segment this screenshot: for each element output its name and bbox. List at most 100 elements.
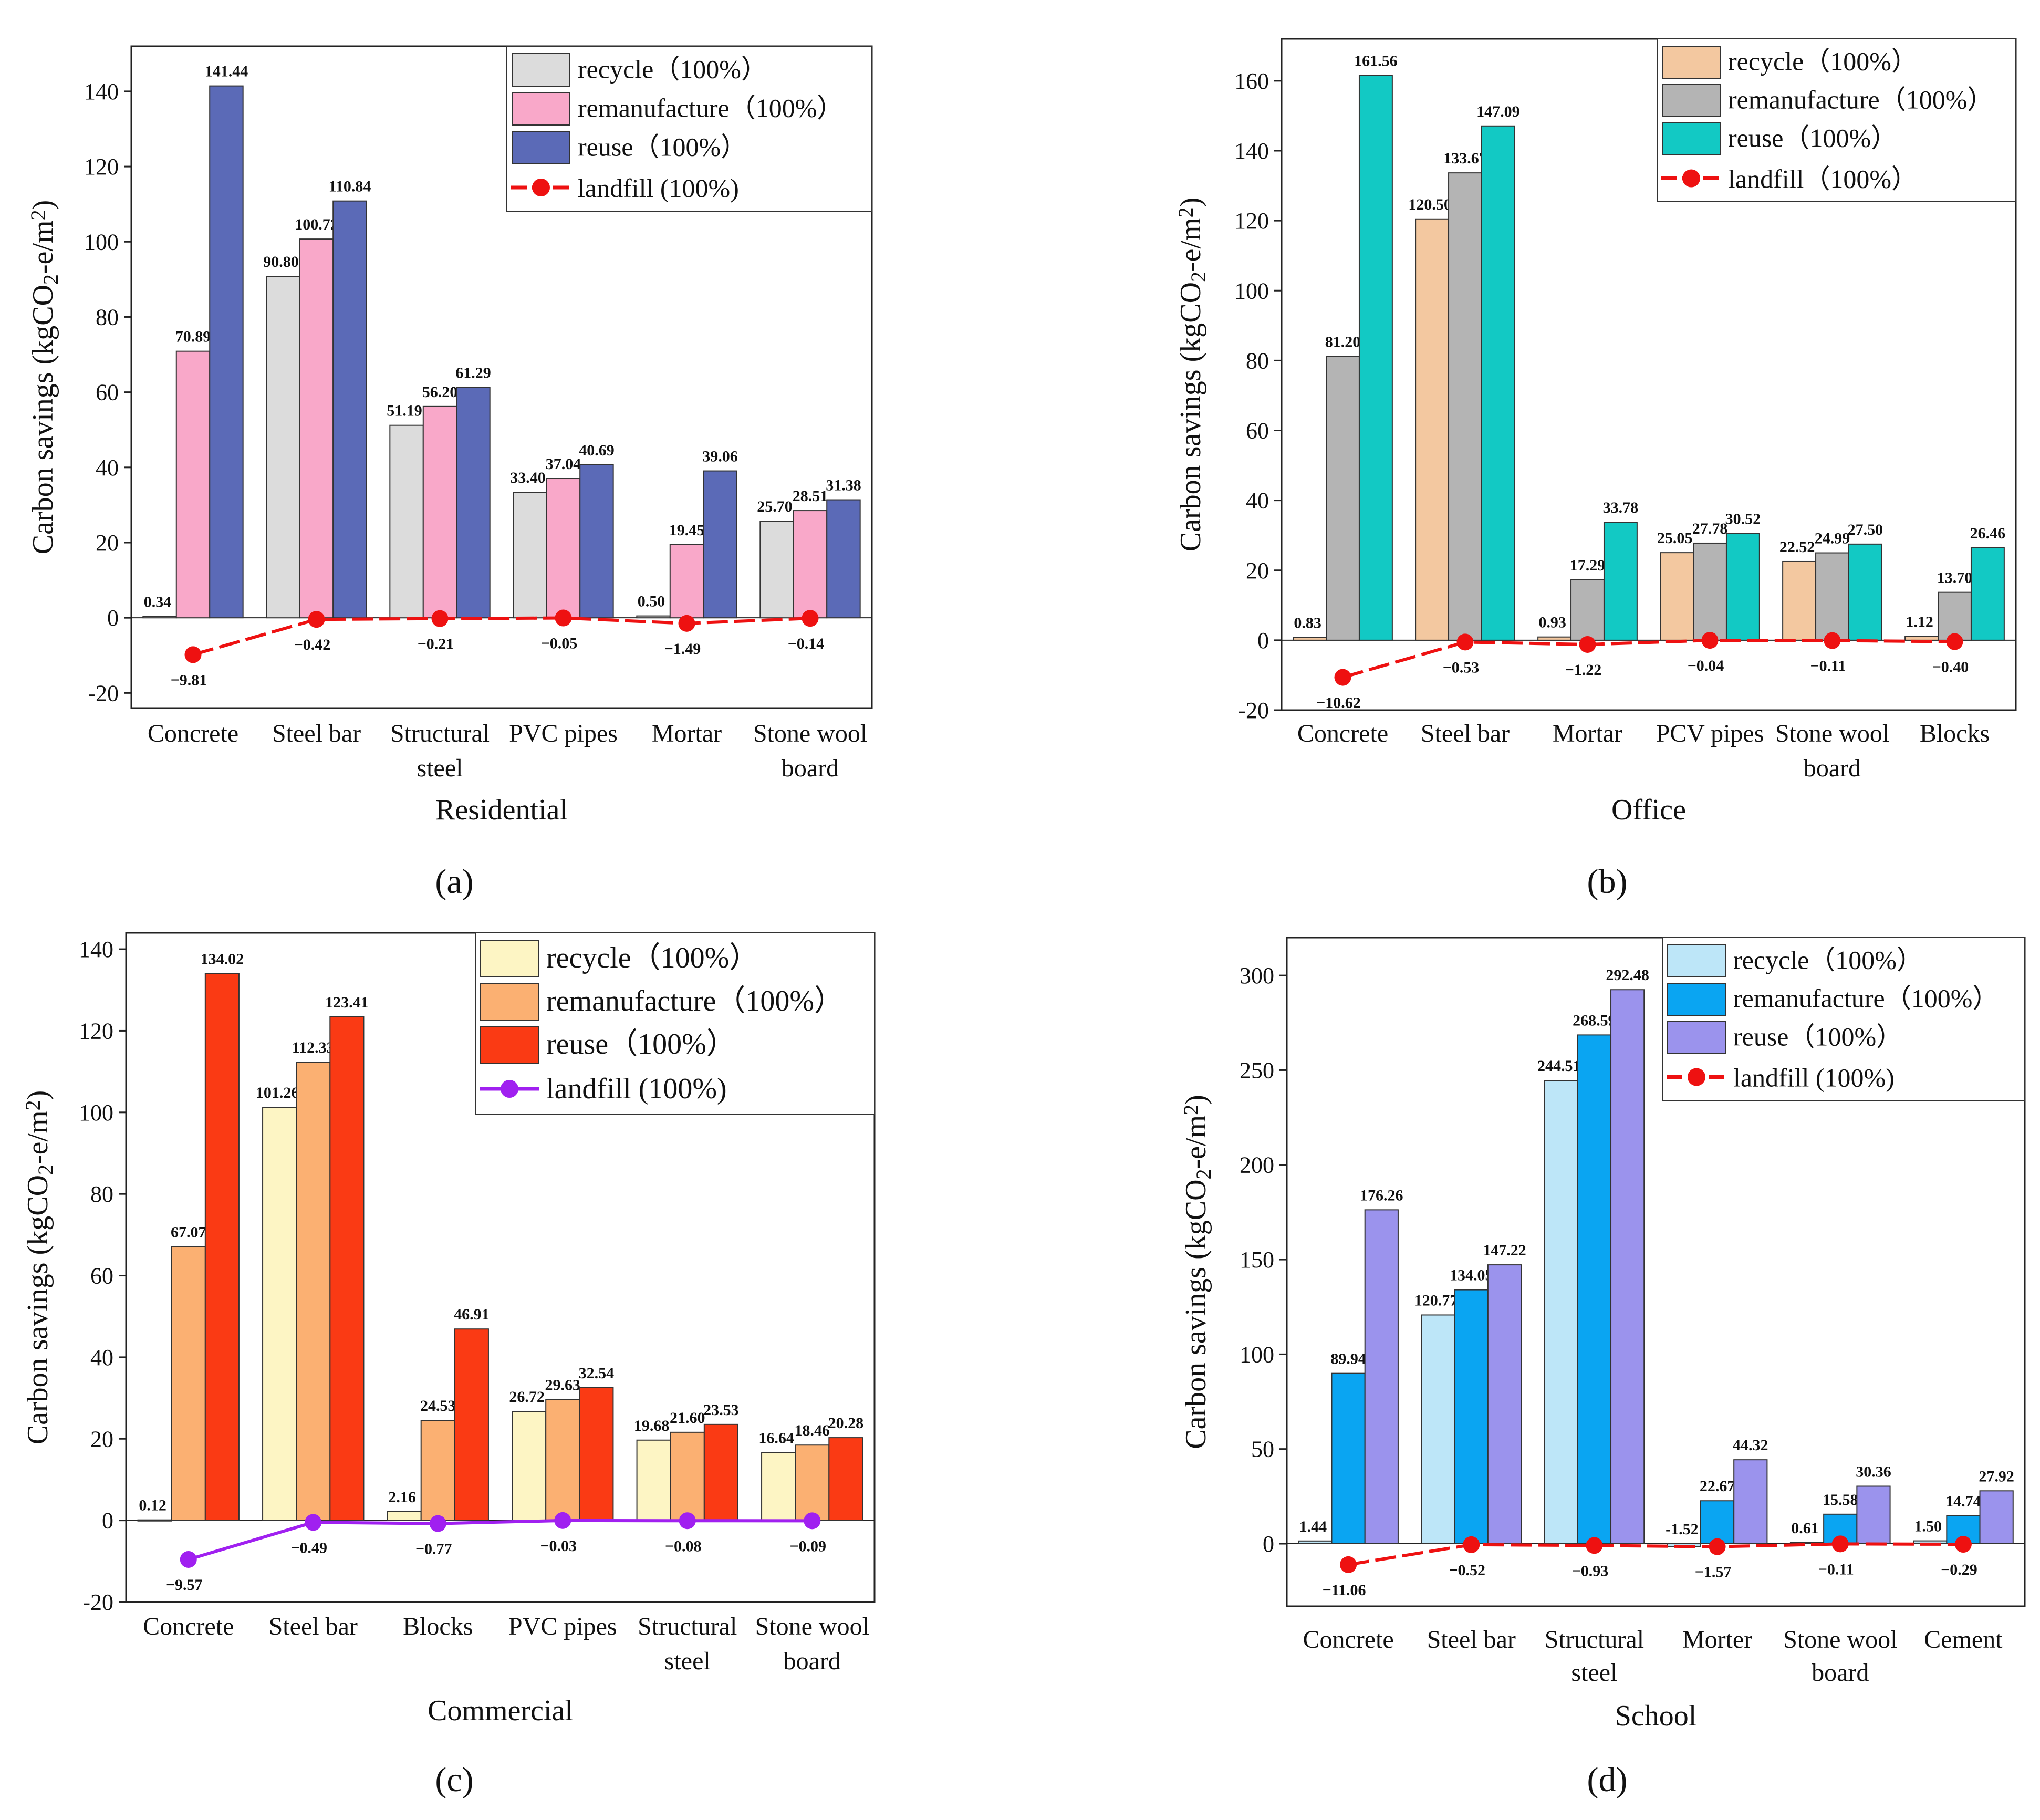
bar: [266, 276, 300, 619]
category-label: Steel bar: [269, 1613, 358, 1640]
bar-value-label: 14.74: [1945, 1493, 1981, 1510]
legend-box: [475, 932, 875, 1115]
legend-label: landfill (100%): [1733, 1063, 1895, 1093]
landfill-point: [1824, 632, 1841, 649]
bar: [1364, 1209, 1399, 1544]
legend: recycle（100%） remanufacture（100%） reuse（10…: [475, 932, 875, 1115]
bar: [545, 1399, 580, 1521]
landfill-value-label: −0.11: [1810, 658, 1846, 675]
y-axis-label: Carbon savings (kgCO2-e/m2): [26, 200, 63, 555]
y-tick-label: 80: [96, 304, 119, 330]
landfill-point: [678, 615, 695, 632]
landfill-point: [1340, 1556, 1357, 1573]
y-tick-label: 120: [84, 154, 119, 180]
chart-panel-c: -20 0 20 40 60 80 100 120 140 0.12 101.26 2.16 26.72…: [21, 932, 876, 1799]
landfill-value-label: −9.57: [166, 1576, 203, 1594]
y-tick-label: 100: [1234, 278, 1269, 304]
category-label: Structural: [1545, 1626, 1644, 1653]
y-tick-label: 20: [90, 1426, 113, 1452]
bar: [1979, 1490, 2014, 1544]
bar-value-label: 46.91: [454, 1306, 490, 1323]
y-axis-label-part: -e/m: [1174, 217, 1207, 272]
landfill-point: [429, 1515, 446, 1532]
legend-label: reuse（100%）: [578, 132, 747, 161]
y-axis-label-part: -e/m: [27, 220, 59, 274]
bar: [1904, 636, 1939, 641]
bar-value-label: 39.06: [702, 448, 738, 465]
category-label: Steel bar: [1427, 1626, 1516, 1653]
x-axis-title: Commercial: [428, 1694, 573, 1727]
bar: [456, 387, 491, 619]
landfill-point: [180, 1551, 197, 1568]
legend-swatch: [1662, 122, 1721, 155]
plot-frame: [1286, 937, 2026, 1607]
plot-frame: [1281, 38, 2017, 711]
bar: [332, 200, 367, 619]
bar: [137, 1519, 172, 1522]
landfill-line: [188, 1519, 813, 1561]
landfill-point: [679, 1512, 696, 1530]
bar-value-label: 141.44: [205, 63, 248, 80]
bar: [142, 616, 177, 619]
category-label: Stone wool: [755, 1613, 869, 1640]
bar-value-label: 27.92: [1979, 1468, 2014, 1485]
bar: [795, 1444, 830, 1521]
bar: [1782, 560, 1817, 641]
bar-value-label: 0.93: [1538, 614, 1566, 631]
legend-label: remanufacture（100%）: [1733, 984, 1999, 1013]
chart-panel-b: -20 0 20 40 60 80 100 120 140 160 0.83 120.50 0.93 25…: [1174, 38, 2017, 901]
bar: [1938, 591, 1972, 641]
category-label: Steel bar: [272, 720, 361, 747]
bar-value-label: 292.48: [1606, 966, 1649, 984]
bar-value-label: 147.22: [1483, 1242, 1526, 1259]
legend-marker: [501, 1080, 518, 1098]
landfill-value-label: −0.42: [294, 636, 331, 653]
bar-value-label: 120.50: [1408, 196, 1452, 213]
legend-label: recycle（100%）: [546, 942, 758, 974]
bar-value-label: 40.69: [579, 442, 615, 459]
landfill-point: [184, 646, 202, 663]
bar: [454, 1328, 489, 1521]
category-label: Stone wool: [1775, 720, 1889, 747]
bar: [1331, 1372, 1366, 1544]
bar-value-label: 22.67: [1700, 1478, 1735, 1495]
landfill-point: [1456, 633, 1474, 651]
y-tick-label: 60: [90, 1263, 113, 1289]
bar-value-label: 30.52: [1725, 511, 1761, 528]
bar: [1610, 989, 1645, 1544]
bar-value-label: 16.64: [758, 1429, 794, 1447]
landfill-value-label: −0.21: [418, 636, 454, 653]
bar-value-label: 56.20: [422, 383, 458, 401]
category-label: Concrete: [1303, 1626, 1393, 1653]
bar-value-label: 161.56: [1354, 52, 1398, 69]
landfill-value-label: −0.11: [1818, 1561, 1854, 1578]
bar-value-label: 25.05: [1657, 529, 1693, 547]
y-axis-label-part: 2: [34, 1164, 57, 1175]
bar: [1733, 1459, 1768, 1544]
legend-label: remanufacture（100%）: [578, 93, 843, 122]
legend-swatch: [1662, 84, 1721, 117]
landfill-point: [802, 610, 819, 627]
landfill-value-label: −0.08: [665, 1537, 702, 1555]
landfill-value-label: −1.22: [1565, 661, 1602, 679]
y-tick-label: 20: [1246, 558, 1269, 584]
category-label: Blocks: [403, 1613, 473, 1640]
y-tick-label: 120: [1234, 208, 1269, 234]
bar: [420, 1420, 455, 1521]
bar-value-label: 20.28: [828, 1415, 864, 1432]
chart-panel-d: 0 50 100 150 200 250 300 1.44 120.77 244.51 -1.52 0…: [1179, 937, 2026, 1799]
bar-value-label: 120.77: [1414, 1292, 1458, 1309]
bar-value-label: 21.60: [670, 1409, 705, 1427]
landfill-point: [1586, 1537, 1603, 1554]
landfill-value-label: −11.06: [1323, 1582, 1366, 1599]
legend-label: remanufacture（100%）: [1728, 85, 1993, 115]
bar-value-label: 37.04: [546, 455, 581, 473]
bar-value-label: 19.45: [669, 522, 705, 539]
bar-value-label: 30.36: [1856, 1463, 1891, 1481]
y-axis-label-part: 2: [1174, 207, 1198, 217]
bar-value-label: 61.29: [455, 364, 491, 381]
bar-value-label: 123.41: [325, 994, 369, 1011]
bar: [299, 238, 334, 619]
x-axis-title: Residential: [435, 794, 568, 826]
